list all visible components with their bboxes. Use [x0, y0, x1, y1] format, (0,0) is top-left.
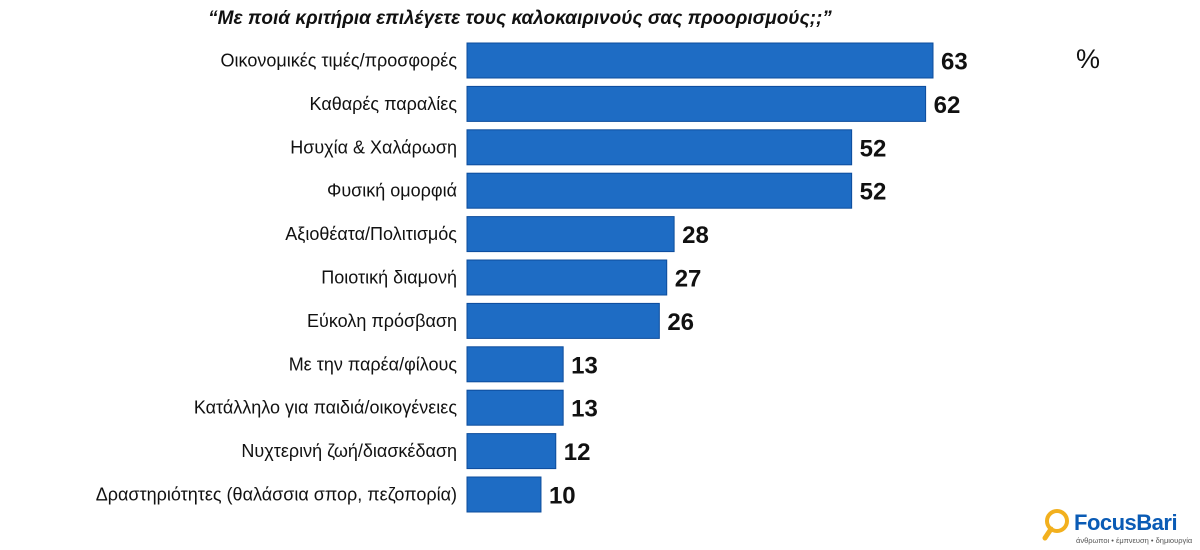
bar — [466, 259, 668, 296]
category-label: Φυσική ομορφιά — [327, 181, 457, 201]
value-label: 62 — [934, 92, 961, 119]
logo-tagline: άνθρωποι • έμπνευση • δημιουργία — [1076, 536, 1193, 545]
value-label: 13 — [571, 396, 598, 423]
bar — [466, 42, 934, 79]
bar — [466, 129, 853, 166]
category-label: Κατάλληλο για παιδιά/οικογένειες — [194, 398, 457, 418]
category-label: Αξιοθέατα/Πολιτισμός — [285, 224, 457, 244]
magnifier-icon — [1042, 509, 1069, 541]
bar — [466, 433, 557, 470]
value-label: 13 — [571, 352, 598, 379]
value-label: 26 — [667, 309, 694, 336]
value-label: 28 — [682, 222, 709, 249]
category-label: Καθαρές παραλίες — [310, 94, 458, 114]
category-label: Νυχτερινή ζωή/διασκέδαση — [241, 441, 457, 461]
unit-label: % — [1076, 44, 1101, 74]
category-label: Με την παρέα/φίλους — [289, 354, 458, 374]
category-label: Οικονομικές τιμές/προσφορές — [221, 51, 458, 71]
category-label: Δραστηριότητες (θαλάσσια σπορ, πεζοπορία… — [96, 485, 457, 505]
value-label: 52 — [860, 179, 887, 206]
category-label: Ησυχία & Χαλάρωση — [290, 137, 457, 157]
bar — [466, 172, 853, 209]
bar — [466, 216, 675, 253]
focusbari-logo: FocusBari άνθρωποι • έμπνευση • δημιουργ… — [1042, 508, 1192, 548]
bar — [466, 476, 542, 513]
value-label: 10 — [549, 483, 576, 510]
category-label: Ποιοτική διαμονή — [321, 268, 457, 288]
bar — [466, 85, 927, 122]
value-label: 27 — [675, 266, 702, 293]
chart-title: “Με ποιά κριτήρια επιλέγετε τους καλοκαι… — [208, 8, 832, 29]
logo-name: FocusBari — [1074, 510, 1178, 535]
bar — [466, 302, 660, 339]
bar — [466, 389, 564, 426]
value-label: 12 — [564, 439, 591, 466]
category-label: Εύκολη πρόσβαση — [307, 311, 457, 331]
value-label: 63 — [941, 49, 968, 76]
value-label: 52 — [860, 135, 887, 162]
bar — [466, 346, 564, 383]
